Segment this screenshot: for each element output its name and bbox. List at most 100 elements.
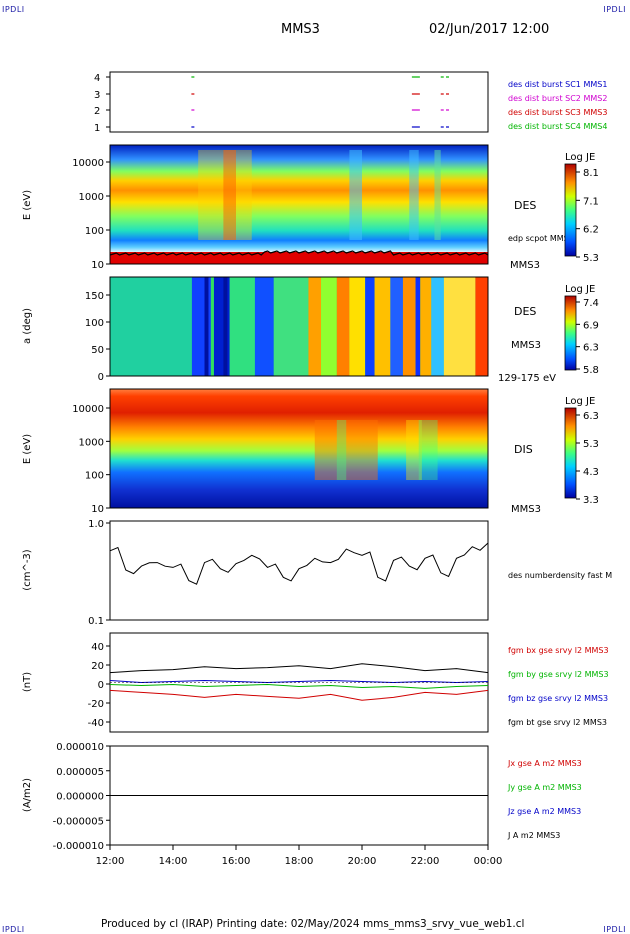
des-energy-streak [434,150,441,240]
des-energy-colorbar [564,163,577,257]
des-energy-cbar-tick-label: 5.3 [583,253,599,264]
bfield-legend-entry: fgm bx gse srvy l2 MMS3 [508,646,609,655]
current-ytick-label: -0.000010 [53,841,104,852]
burst-panel-frame [109,71,489,133]
des-pitch-band [390,277,403,376]
current-legend-entry: J A m2 MMS3 [507,831,560,840]
des-pitch-band [308,277,322,376]
des-pitch-label: DES [514,305,536,318]
des-pitch-band [431,277,444,376]
des-energy-cbar-tick-label: 6.2 [583,225,599,236]
des-energy-streak [349,150,362,240]
dis-energy-colorbar-ticks: 6.3 5.3 4.3 3.3 [576,411,599,506]
des-energy-ytick-label: 10000 [72,158,104,169]
des-energy-cbar-tick-label: 8.1 [583,168,599,179]
burst-ytick-label: 3 [94,90,100,101]
dis-energy-cbar-title: Log JE [565,396,595,407]
time-tick-label: 16:00 [222,856,251,867]
density-panel-frame [109,520,489,621]
time-tick-label: 00:00 [474,856,503,867]
des-energy-colorbar-ticks: 8.1 7.1 6.2 5.3 [576,168,599,264]
dis-energy-cbar-tick-label: 5.3 [583,439,599,450]
des-pitch-cbar-title: Log JE [565,284,595,295]
bfield-legend-entry: fgm bt gse srvy l2 MMS3 [508,718,607,727]
current-legend-entry: Jx gse A m2 MMS3 [507,759,582,768]
des-pitch-sc-label: MMS3 [511,340,541,351]
des-pitch-band [336,277,350,376]
density-ytick-label: 0.1 [88,616,104,627]
bfield-series-line [109,689,489,701]
des-pitch-ytick-label: 150 [85,291,104,302]
des-energy-streak [409,150,419,240]
density-ylabel: (cm^-3) [22,549,33,590]
dis-energy-ytick-label: 10 [91,504,104,515]
bfield-legend-entry: fgm bz gse srvy l2 MMS3 [508,694,608,703]
des-pitch-band [254,277,274,376]
dis-energy-sc-label: MMS3 [511,504,541,515]
des-energy-cbar-tick-label: 7.1 [583,196,599,207]
burst-ytick-label: 1 [94,123,100,134]
des-pitch-ytick-label: 50 [91,345,104,356]
time-tick-label: 14:00 [159,856,188,867]
bfield-ytick-label: 20 [91,661,104,672]
des-energy-ytick-label: 100 [85,226,104,237]
bfield-ytick-label: 0 [98,680,104,691]
des-pitch-band [223,277,228,376]
des-energy-cbar-title: Log JE [565,152,595,163]
footer-credit: Produced by cl (IRAP) Printing date: 02/… [101,918,525,930]
burst-marks [191,76,449,128]
current-ylabel: (A/m2) [22,778,33,812]
des-pitch-cbar-tick-label: 6.3 [583,343,599,354]
des-pitch-band [349,277,366,376]
dis-energy-colorbar [564,407,577,499]
dis-energy-cbar-tick-label: 6.3 [583,411,599,422]
des-pitch-band [365,277,375,376]
des-pitch-band [443,277,476,376]
dis-energy-spectrogram [109,388,489,509]
corner-label-top-left: IPDLI [2,5,25,14]
burst-y-axis: 4 3 2 1 [94,73,110,134]
des-energy-overlay-label: edp scpot MMS3 [508,234,574,243]
des-pitch-band [273,277,309,376]
time-tick-label: 22:00 [411,856,440,867]
burst-legend-entry: des dist burst SC4 MMS4 [508,122,607,131]
des-pitch-ytick-label: 100 [85,318,104,329]
dis-energy-ytick-label: 100 [85,471,104,482]
bfield-ylabel: (nT) [22,672,33,692]
current-ytick-label: 0.000000 [56,792,104,803]
dis-energy-cbar-tick-label: 4.3 [583,467,599,478]
current-ytick-label: 0.000005 [56,767,104,778]
des-pitch-cbar-tick-label: 7.4 [583,298,599,309]
des-energy-label: DES [514,199,536,212]
des-pitch-band [321,277,337,376]
density-y-axis: 1.0 0.1 [88,519,110,627]
current-y-axis: 0.000010 0.000005 0.000000 -0.000005 -0.0000… [53,742,110,852]
des-pitch-band [204,277,209,376]
des-pitch-band [110,277,192,376]
time-tick-label: 20:00 [348,856,377,867]
des-energy-sc-label: MMS3 [510,260,540,271]
current-legend-entry: Jz gse A m2 MMS3 [507,807,581,816]
corner-label-bottom-left: IPDLI [2,925,25,934]
des-pitch-ytick-label: 0 [98,372,104,383]
des-energy-streak [223,150,236,240]
dis-energy-label: DIS [514,443,533,456]
des-energy-ytick-label: 1000 [79,192,104,203]
des-pitch-y-axis: 150 100 50 0 [85,291,110,383]
des-pitch-band [475,277,488,376]
bfield-ytick-label: 40 [91,642,104,653]
current-ytick-label: -0.000005 [53,816,104,827]
des-pitch-colorbar-ticks: 7.4 6.9 6.3 5.8 [576,298,599,376]
des-pitch-spectrogram [109,276,489,377]
des-pitch-range-label: 129-175 eV [498,373,556,384]
burst-legend: des dist burst SC1 MMS1 des dist burst SC… [508,80,607,131]
burst-legend-entry: des dist burst SC1 MMS1 [508,80,607,89]
des-pitch-band [415,277,421,376]
density-ytick-label: 1.0 [88,519,104,530]
dis-energy-streak [418,420,438,480]
bfield-ytick-label: -20 [88,699,104,710]
dis-energy-streak [336,420,347,480]
burst-ytick-label: 2 [94,106,100,117]
des-pitch-colorbar [564,295,577,371]
